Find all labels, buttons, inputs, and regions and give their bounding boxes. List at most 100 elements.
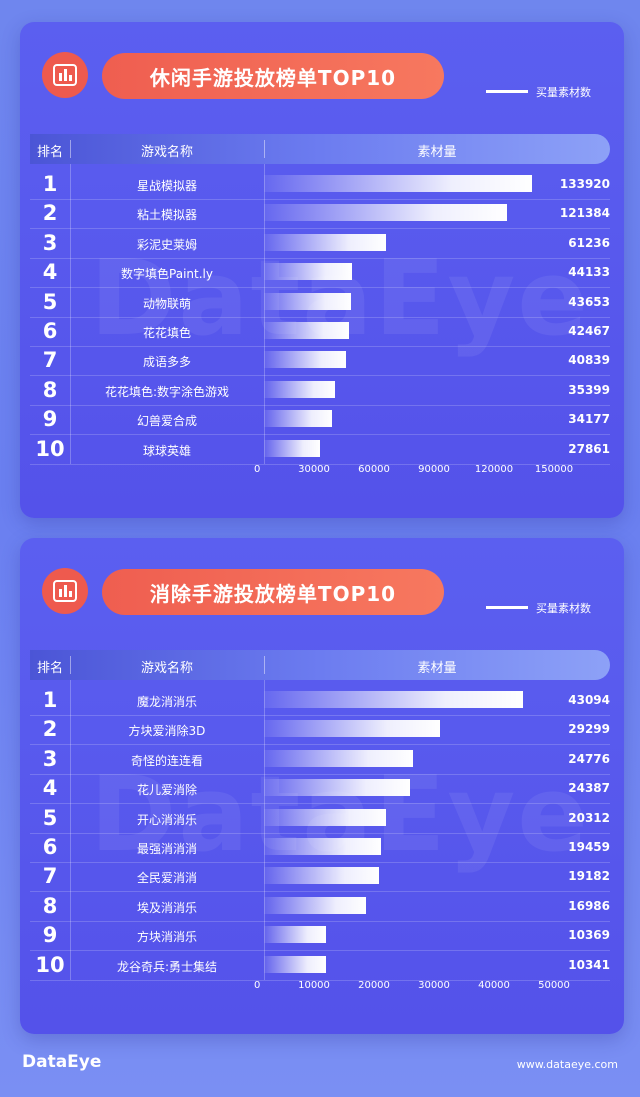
rank-number: 10 xyxy=(35,952,65,977)
table-row: 10 球球英雄 27861 xyxy=(30,435,610,465)
bar xyxy=(264,175,532,192)
table-row: 7 成语多多 40839 xyxy=(30,346,610,377)
value-label: 35399 xyxy=(568,382,610,397)
value-label: 29299 xyxy=(568,722,610,737)
header-divider xyxy=(70,656,71,674)
legend-swatch xyxy=(486,606,528,609)
rank-number: 8 xyxy=(42,893,58,918)
game-name: 方块消消乐 xyxy=(136,930,197,945)
game-name: 球球英雄 xyxy=(142,443,191,458)
bar xyxy=(264,351,346,369)
legend-swatch xyxy=(486,90,528,93)
game-name: 星战模拟器 xyxy=(136,179,197,193)
value-label: 19182 xyxy=(568,869,610,884)
value-label: 27861 xyxy=(568,441,610,456)
value-label: 24776 xyxy=(568,751,610,766)
game-name: 数字填色Paint.ly xyxy=(121,267,213,282)
table-row: 4 数字填色Paint.ly 44133 xyxy=(30,258,610,289)
bar xyxy=(264,838,381,855)
x-tick-label: 0 xyxy=(254,464,261,475)
header-game-name: 游戏名称 xyxy=(140,661,193,676)
header-divider xyxy=(264,140,265,158)
bar xyxy=(264,720,440,738)
dataeye-logo: DataEye xyxy=(22,1052,102,1072)
value-label: 61236 xyxy=(568,235,610,250)
x-tick-label: 10000 xyxy=(298,980,330,991)
x-tick-label: 30000 xyxy=(298,464,330,475)
value-label: 121384 xyxy=(559,206,610,221)
x-axis: 0 10000 20000 30000 40000 50000 xyxy=(254,980,570,1000)
bar xyxy=(264,779,411,797)
header-material-count: 素材量 xyxy=(417,661,457,676)
match-games-chart-panel: DataEye 消除手游投放榜单TOP10 买量素材数 排名 游戏名称 素材量 … xyxy=(20,538,624,1034)
x-tick-label: 40000 xyxy=(478,980,510,991)
bar xyxy=(264,955,327,973)
header-divider xyxy=(264,656,265,674)
header-game-name: 游戏名称 xyxy=(140,145,193,160)
game-name: 埃及消消乐 xyxy=(136,900,197,915)
table-row: 5 开心消消乐 20312 xyxy=(30,804,610,834)
game-name: 花花填色:数字涂色游戏 xyxy=(104,384,230,399)
rank-number: 9 xyxy=(42,407,58,432)
value-label: 10341 xyxy=(568,957,610,972)
column-divider xyxy=(264,680,265,980)
bar-chart-icon xyxy=(42,568,88,614)
game-name: 花儿爱消除 xyxy=(136,783,197,798)
x-tick-label: 20000 xyxy=(358,980,390,991)
rank-number: 6 xyxy=(42,835,58,859)
game-name: 龙谷奇兵:勇士集结 xyxy=(116,959,218,974)
rank-number: 4 xyxy=(42,260,58,285)
bar xyxy=(264,808,386,826)
table-row: 3 奇怪的连连看 24776 xyxy=(30,745,610,775)
header-rank: 排名 xyxy=(36,661,63,676)
table-row: 9 方块消消乐 10369 xyxy=(30,921,610,952)
value-label: 43653 xyxy=(568,294,610,309)
rank-number: 9 xyxy=(42,923,58,948)
table-row: 1 星战模拟器 133920 xyxy=(30,170,610,200)
bar xyxy=(264,867,380,885)
value-label: 43094 xyxy=(568,693,610,707)
rank-number: 4 xyxy=(42,776,58,801)
column-divider xyxy=(70,680,71,980)
bar xyxy=(264,263,353,281)
game-name: 动物联萌 xyxy=(142,296,191,311)
x-axis: 0 30000 60000 90000 120000 150000 xyxy=(254,464,573,484)
header-rank: 排名 xyxy=(36,145,63,160)
chart-title: 消除手游投放榜单TOP10 xyxy=(102,569,444,615)
website-url[interactable]: www.dataeye.com xyxy=(516,1058,618,1071)
x-tick-label: 50000 xyxy=(538,980,570,991)
bar xyxy=(264,439,320,457)
rank-number: 7 xyxy=(42,348,58,373)
bar xyxy=(264,380,335,398)
value-label: 42467 xyxy=(568,324,610,338)
rank-number: 5 xyxy=(42,805,58,830)
rank-number: 5 xyxy=(42,289,58,314)
value-label: 10369 xyxy=(568,928,610,943)
rank-number: 2 xyxy=(42,717,58,742)
bar xyxy=(264,926,327,944)
header-material-count: 素材量 xyxy=(417,145,457,160)
value-label: 40839 xyxy=(568,353,610,368)
rank-number: 3 xyxy=(42,746,58,771)
rank-number: 3 xyxy=(42,230,58,255)
game-name: 全民爱消消 xyxy=(136,871,197,886)
x-tick-label: 150000 xyxy=(534,464,574,475)
game-name: 奇怪的连连看 xyxy=(130,753,203,768)
value-label: 20312 xyxy=(568,810,610,825)
x-tick-label: 0 xyxy=(254,980,261,991)
table-row: 4 花儿爱消除 24387 xyxy=(30,774,610,805)
game-name: 成语多多 xyxy=(142,355,191,370)
bar xyxy=(264,410,333,428)
table-row: 2 粘土模拟器 121384 xyxy=(30,199,610,230)
x-tick-label: 30000 xyxy=(418,980,450,991)
game-name: 开心消消乐 xyxy=(136,812,197,827)
value-label: 133920 xyxy=(559,177,610,191)
x-tick-label: 60000 xyxy=(358,464,390,475)
header-divider xyxy=(70,140,71,158)
game-name: 幻兽爱合成 xyxy=(136,414,197,429)
rank-number: 2 xyxy=(42,201,58,226)
value-label: 34177 xyxy=(568,412,610,427)
value-label: 24387 xyxy=(568,781,610,796)
bar xyxy=(264,322,349,339)
table-row: 8 花花填色:数字涂色游戏 35399 xyxy=(30,376,610,406)
